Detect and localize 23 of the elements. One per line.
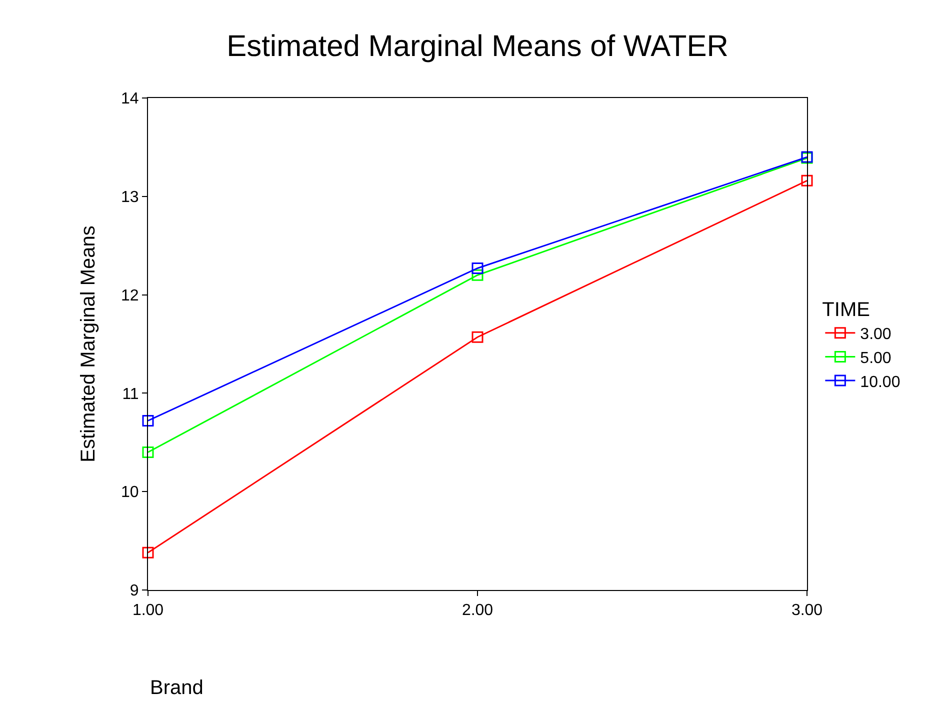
y-tick-label: 14 [121,90,139,108]
legend-label: 10.00 [860,374,900,391]
y-tick-label: 13 [121,189,139,206]
y-tick-label: 9 [130,582,139,600]
x-tick-label: 1.00 [132,602,164,620]
x-tick-label: 2.00 [462,602,494,620]
point [801,174,813,186]
point [142,546,154,558]
y-tick-label: 12 [121,287,139,304]
legend-label: 3.00 [860,326,892,344]
legend-title: TIME [822,299,870,321]
point [472,331,484,343]
chart-title: Estimated Marginal Means of WATER [226,30,728,64]
x-tick-label: 3.00 [791,602,823,620]
point [142,446,154,458]
y-axis-title: Estimated Marginal Means [78,226,100,462]
x-axis-title: Brand [150,677,204,699]
point [142,415,154,426]
legend-label: 5.00 [860,350,892,367]
point [472,269,484,281]
y-tick-label: 11 [122,386,139,403]
point [472,262,484,274]
y-tick-label: 10 [121,484,139,502]
